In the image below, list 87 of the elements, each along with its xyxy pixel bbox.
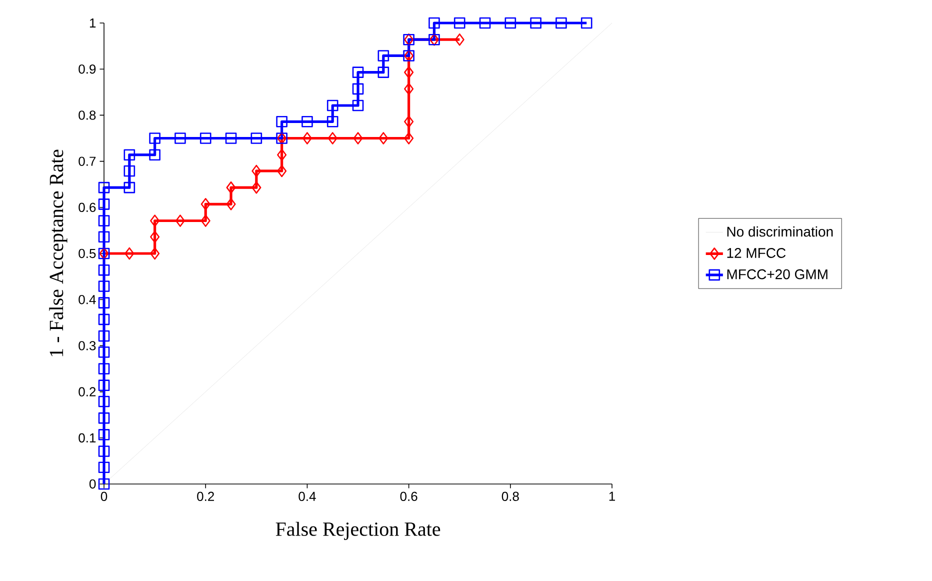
point <box>404 66 414 78</box>
x-tick-label: 1 <box>609 492 615 501</box>
point <box>326 116 338 128</box>
point <box>530 17 542 29</box>
point <box>98 231 110 243</box>
point <box>378 132 388 144</box>
point <box>226 181 236 194</box>
point <box>98 446 110 457</box>
point <box>175 214 185 227</box>
point <box>378 50 390 62</box>
y-tick-label: 0.6 <box>78 202 96 212</box>
point <box>200 198 210 210</box>
y-tick-label: 0 <box>89 479 96 489</box>
point <box>328 132 338 144</box>
y-tick-label: 0.8 <box>78 110 96 120</box>
point <box>124 247 134 260</box>
x-tick-label: 0.8 <box>502 492 519 501</box>
y-tick-label: 0.3 <box>78 341 96 350</box>
x-tick-label: 0 <box>100 492 108 501</box>
x-tick-label: 0.6 <box>400 492 418 501</box>
point <box>150 230 160 244</box>
x-tick-label: 0.4 <box>298 492 316 501</box>
y-tick-label: 0.2 <box>78 387 96 396</box>
point <box>252 181 262 194</box>
point <box>98 330 110 342</box>
point <box>200 214 210 227</box>
point <box>277 148 287 161</box>
point <box>200 132 212 144</box>
point <box>225 132 237 144</box>
point <box>149 132 160 144</box>
point <box>98 380 110 391</box>
point <box>98 478 110 490</box>
x-tick-label: 0.2 <box>197 492 214 501</box>
point <box>277 164 287 178</box>
legend-label: No discrimination <box>727 226 833 237</box>
point <box>98 412 110 424</box>
point <box>352 83 364 95</box>
point <box>580 17 592 29</box>
point <box>150 247 160 260</box>
point <box>404 82 414 96</box>
point <box>124 165 136 177</box>
point <box>98 264 110 276</box>
point <box>98 363 110 374</box>
point <box>98 182 110 194</box>
point <box>98 314 110 326</box>
point <box>98 198 110 210</box>
point <box>98 429 110 440</box>
point <box>98 215 110 226</box>
point <box>326 100 338 112</box>
point <box>98 396 110 408</box>
point <box>428 17 440 29</box>
point <box>353 132 363 144</box>
y-tick-label: 0.9 <box>78 64 96 74</box>
point <box>124 182 136 194</box>
point <box>302 132 312 144</box>
point <box>302 116 313 128</box>
x-axis-title: False Rejection Rate <box>276 522 440 540</box>
point <box>124 149 136 160</box>
point <box>404 132 414 144</box>
point <box>479 17 491 29</box>
y-axis-title: 1 - False Acceptance Rate <box>49 150 68 356</box>
point <box>504 17 516 29</box>
point <box>352 66 364 78</box>
y-tick-label: 1 <box>90 18 96 28</box>
point <box>150 214 160 227</box>
point <box>98 346 110 358</box>
point <box>98 462 110 474</box>
legend-label: MFCC+20 GMM <box>727 269 828 280</box>
point <box>149 149 160 160</box>
y-tick-label: 0.5 <box>78 248 96 258</box>
point <box>98 280 110 292</box>
point <box>276 116 288 128</box>
point <box>404 116 414 128</box>
point <box>250 132 262 144</box>
y-tick-label: 0.7 <box>78 156 96 166</box>
point <box>454 33 464 46</box>
y-tick-label: 0.4 <box>78 294 96 304</box>
point <box>98 297 110 308</box>
point <box>174 132 186 144</box>
point <box>556 17 567 29</box>
point <box>378 66 390 78</box>
point <box>454 17 466 29</box>
legend-label: 12 MFCC <box>727 248 786 258</box>
point <box>252 164 262 178</box>
point <box>352 100 364 112</box>
y-tick-label: 0.1 <box>78 433 96 442</box>
point <box>226 198 236 210</box>
